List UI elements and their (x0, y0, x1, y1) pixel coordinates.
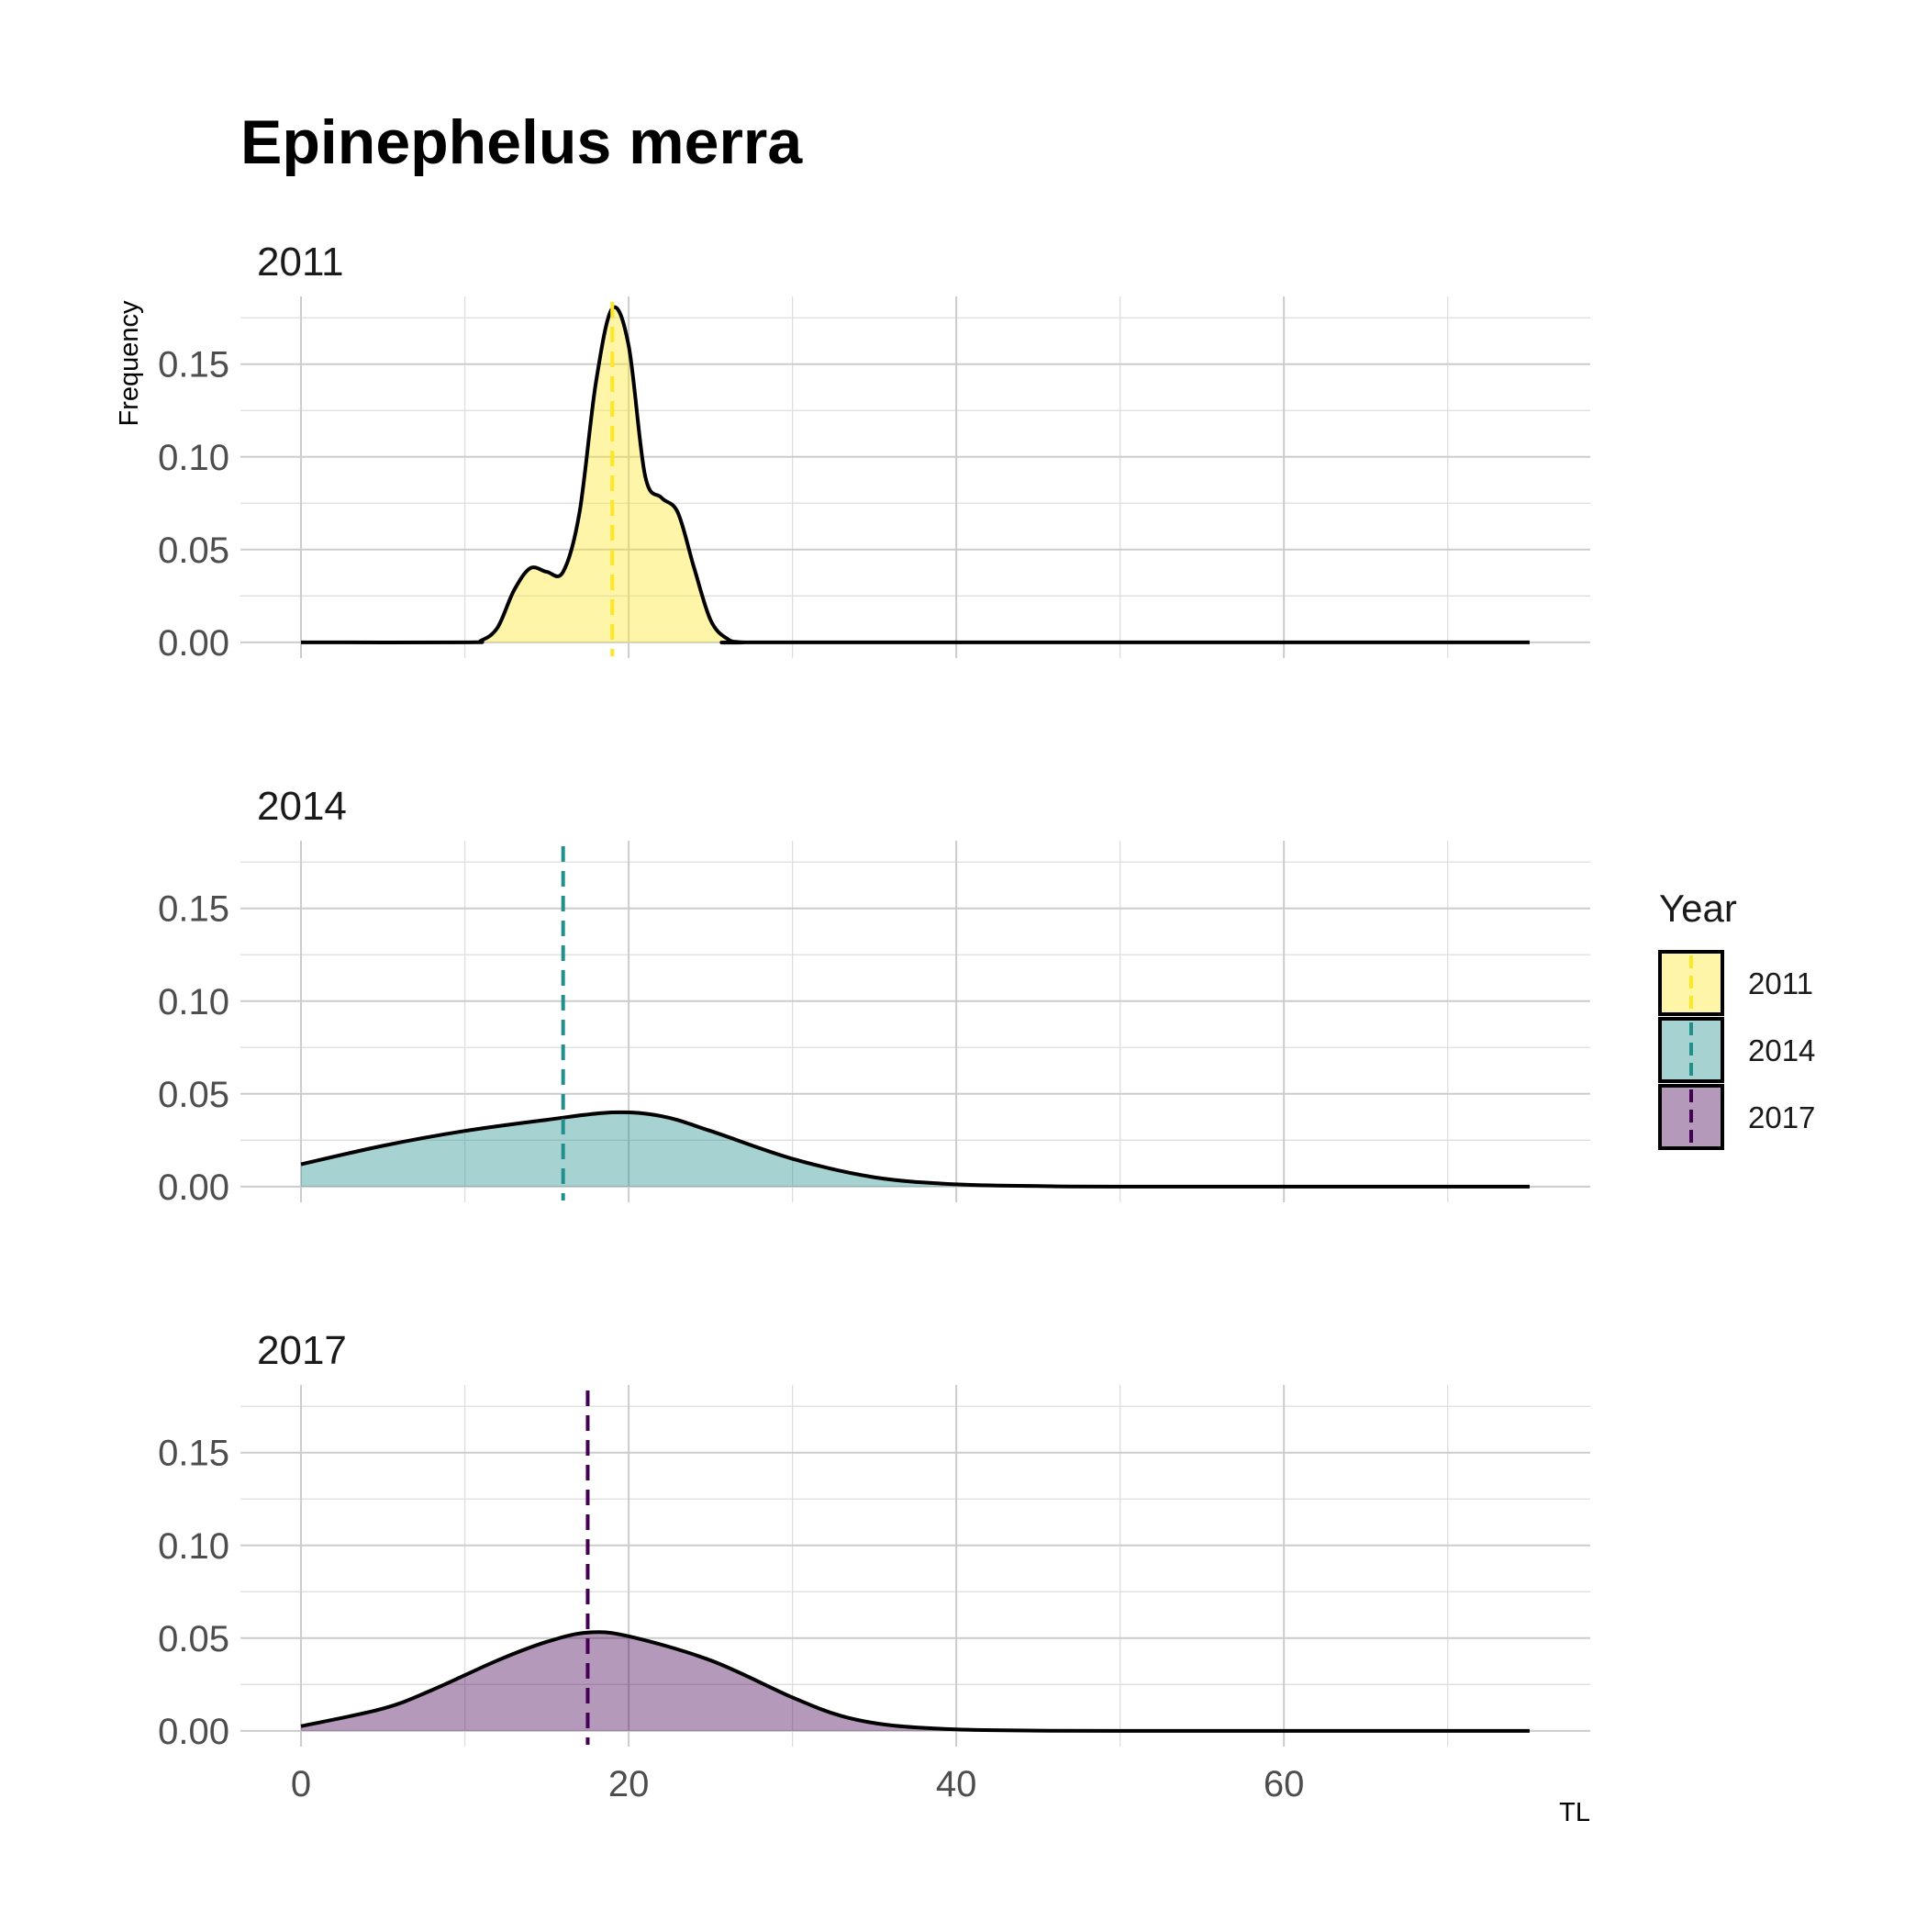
x-tick-label: 0 (291, 1764, 311, 1804)
legend-label-2011: 2011 (1748, 966, 1813, 1000)
y-tick-label: 0.15 (158, 889, 229, 930)
y-tick-label: 0.00 (158, 1167, 229, 1208)
facet-panel-2014: 2014 0.00 0.05 0.10 0.15 (158, 784, 1590, 1208)
y-tick-label: 0.05 (158, 1075, 229, 1115)
legend-item-2011: 2011 (1658, 950, 1813, 1016)
y-tick-label: 0.15 (158, 1434, 229, 1474)
density-line-2011 (301, 305, 1530, 645)
facet-panel-2011: 2011 0.00 0.05 0.10 0.15 (158, 240, 1590, 664)
legend-item-2014: 2014 (1658, 1017, 1815, 1083)
y-tick-label: 0.10 (158, 982, 229, 1022)
facet-label-2017: 2017 (257, 1328, 347, 1373)
legend: Year 2011 2014 2017 (1658, 887, 1815, 1150)
facet-label-2014: 2014 (257, 784, 347, 829)
facet-panels: 2011 0.00 0.05 0.10 0.15 2014 0.00 0.05 0.10 0.15… (158, 240, 1590, 1804)
y-tick-label: 0.00 (158, 623, 229, 664)
chart-title: Epinephelus merra (240, 107, 803, 177)
x-tick-label: 40 (936, 1764, 977, 1804)
y-tick-label: 0.05 (158, 1619, 229, 1659)
legend-title: Year (1659, 887, 1737, 930)
density-line-2017 (300, 1630, 1530, 1733)
density-area-2011 (301, 307, 1530, 643)
density-area-2017 (301, 1632, 1530, 1731)
legend-label-2014: 2014 (1748, 1033, 1815, 1067)
x-tick-label: 60 (1264, 1764, 1305, 1804)
legend-item-2017: 2017 (1658, 1084, 1815, 1150)
y-tick-label: 0.05 (158, 530, 229, 571)
y-axis-title: Frequency (115, 300, 144, 427)
y-tick-label: 0.00 (158, 1712, 229, 1752)
density-area-2014 (301, 1111, 1530, 1187)
density-line-2014 (300, 1110, 1530, 1189)
x-axis-title: TL (1559, 1798, 1590, 1827)
y-tick-label: 0.15 (158, 345, 229, 385)
y-tick-label: 0.10 (158, 438, 229, 478)
x-tick-label: 20 (608, 1764, 650, 1804)
y-tick-label: 0.10 (158, 1526, 229, 1567)
facet-label-2011: 2011 (257, 240, 344, 285)
legend-label-2017: 2017 (1748, 1100, 1815, 1134)
facet-panel-2017: 2017 0.00 0.05 0.10 0.15 0 20 40 60 (158, 1328, 1590, 1804)
